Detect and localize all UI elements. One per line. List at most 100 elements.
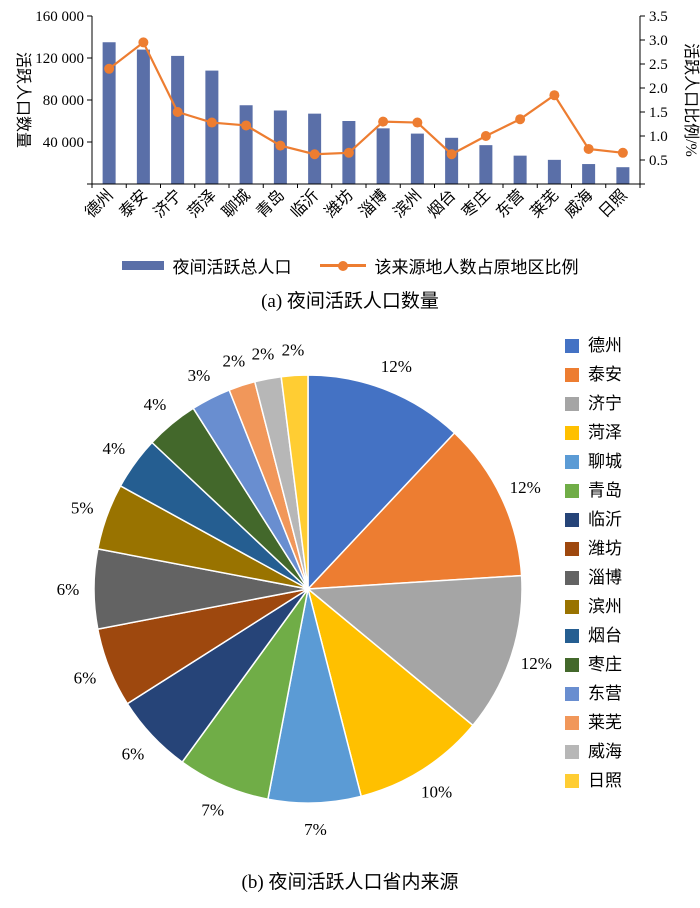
pie-label-青岛: 7%: [201, 800, 224, 819]
ratio-marker-枣庄: [480, 131, 491, 141]
pie-legend-item: 青岛: [565, 480, 695, 501]
bar-滨州: [410, 133, 424, 184]
x-tick-label: 泰安: [116, 186, 151, 221]
right-tick-label: 2.0: [649, 81, 668, 97]
panel-b: 12% 12% 12% 10% 7% 7% 6% 6% 6% 5% 4% 4% 3% 2% 2% 2% 德州泰…: [0, 313, 700, 894]
line-marker-swatch-icon: [319, 260, 366, 271]
left-tick-label: 40 000: [43, 135, 84, 151]
pie-slice-菏泽: [306, 586, 474, 798]
x-tick-label: 临沂: [287, 186, 322, 221]
legend-swatch-icon: [565, 483, 579, 498]
combo-legend: 夜间活跃总人口 该来源地人数占原地区比例: [0, 253, 700, 278]
pie-legend-item: 聊城: [565, 451, 695, 472]
legend-swatch-icon: [565, 367, 579, 382]
caption-b: (b) 夜间活跃人口省内来源: [241, 872, 459, 893]
legend-label: 聊城: [588, 452, 622, 471]
bar-淄博: [376, 128, 390, 184]
legend-item-line: 该来源地人数占原地区比例: [319, 253, 579, 278]
legend-item-bars: 夜间活跃总人口: [121, 253, 292, 278]
pie-label-滨州: 5%: [71, 499, 94, 518]
legend-label-line: 该来源地人数占原地区比例: [374, 258, 579, 277]
right-tick-label: 3.0: [649, 33, 668, 49]
right-axis-title: 活跃人口比例/%: [682, 43, 700, 157]
legend-swatch-icon: [565, 599, 579, 614]
ratio-marker-滨州: [412, 117, 423, 128]
legend-swatch-icon: [565, 628, 579, 643]
bar-济宁: [171, 55, 185, 185]
pie-legend-item: 淄博: [565, 567, 695, 588]
legend-label: 威海: [588, 742, 622, 761]
pie-chart: 12% 12% 12% 10% 7% 7% 6% 6% 6% 5% 4% 4% 3% 2% 2% 2%: [57, 341, 552, 839]
pie-label-菏泽: 10%: [421, 783, 452, 802]
ratio-marker-聊城: [241, 120, 252, 131]
x-tick-label: 青岛: [253, 186, 288, 221]
ratio-marker-烟台: [446, 149, 457, 160]
ratio-marker-临沂: [309, 149, 320, 160]
pie-legend-item: 日照: [565, 770, 695, 791]
pie-legend-item: 烟台: [565, 625, 695, 646]
x-tick-label: 莱芜: [527, 186, 562, 221]
legend-label: 济宁: [588, 394, 622, 413]
pie-legend-item: 枣庄: [565, 654, 695, 675]
pie-legend: 德州 泰安 济宁 菏泽 聊城 青岛 临沂 潍坊 淄博 滨州 烟台 枣庄 东营 莱芜 威海 日照: [565, 319, 695, 791]
legend-label: 东营: [588, 684, 622, 703]
caption-a: (a) 夜间活跃人口数量: [261, 291, 439, 312]
x-tick-label: 淄博: [356, 186, 391, 221]
bar-swatch-icon: [121, 261, 164, 270]
pie-slice-泰安: [306, 431, 523, 590]
ratio-marker-青岛: [275, 140, 286, 151]
right-tick-label: 1.0: [649, 129, 668, 145]
legend-swatch-icon: [565, 657, 579, 672]
x-tick-label: 威海: [561, 186, 596, 221]
bar-日照: [616, 167, 630, 184]
legend-swatch-icon: [565, 744, 579, 759]
bar-德州: [102, 42, 116, 184]
pie-label-泰安: 12%: [510, 478, 541, 497]
bar-东营: [513, 155, 527, 184]
pie-label-日照: 2%: [282, 341, 305, 360]
bar-烟台: [445, 137, 459, 184]
pie-label-济宁: 12%: [521, 654, 552, 673]
right-tick-label: 0.5: [649, 153, 668, 169]
pie-label-莱芜: 2%: [222, 352, 245, 371]
bar-临沂: [308, 113, 322, 184]
legend-label: 日照: [588, 771, 622, 790]
ratio-marker-济宁: [172, 107, 183, 117]
legend-swatch-icon: [565, 454, 579, 469]
bar-聊城: [239, 105, 253, 184]
ratio-marker-莱芜: [549, 90, 560, 101]
x-tick-label: 菏泽: [184, 186, 219, 221]
pie-legend-item: 德州: [565, 335, 695, 356]
pie-slice-德州: [307, 374, 456, 591]
x-tick-label: 德州: [82, 186, 117, 221]
pie-label-聊城: 7%: [304, 820, 327, 839]
pie-legend-item: 临沂: [565, 509, 695, 530]
line-marker-dot-icon: [337, 260, 348, 271]
pie-legend-item: 莱芜: [565, 712, 695, 733]
left-tick-label: 80 000: [43, 93, 84, 109]
x-tick-label: 济宁: [150, 186, 185, 221]
ratio-marker-威海: [583, 143, 594, 154]
x-tick-label: 枣庄: [458, 186, 493, 221]
legend-label: 菏泽: [588, 423, 622, 442]
ratio-marker-菏泽: [206, 117, 217, 128]
legend-label: 青岛: [588, 481, 622, 500]
pie-legend-item: 济宁: [565, 393, 695, 414]
legend-label-bars: 夜间活跃总人口: [172, 258, 292, 277]
legend-swatch-icon: [565, 512, 579, 527]
pie-label-淄博: 6%: [57, 580, 80, 599]
bar-莱芜: [547, 159, 561, 184]
pie-legend-item: 潍坊: [565, 538, 695, 559]
ratio-marker-淄博: [378, 116, 389, 127]
x-tick-label: 潍坊: [321, 186, 356, 221]
pie-legend-item: 泰安: [565, 364, 695, 385]
left-tick-label: 120 000: [35, 51, 84, 67]
legend-swatch-icon: [565, 570, 579, 585]
legend-label: 烟台: [588, 626, 622, 645]
legend-swatch-icon: [565, 425, 579, 440]
pie-label-烟台: 4%: [102, 439, 125, 458]
legend-label: 枣庄: [588, 655, 622, 674]
legend-swatch-icon: [565, 773, 579, 788]
legend-swatch-icon: [565, 338, 579, 353]
